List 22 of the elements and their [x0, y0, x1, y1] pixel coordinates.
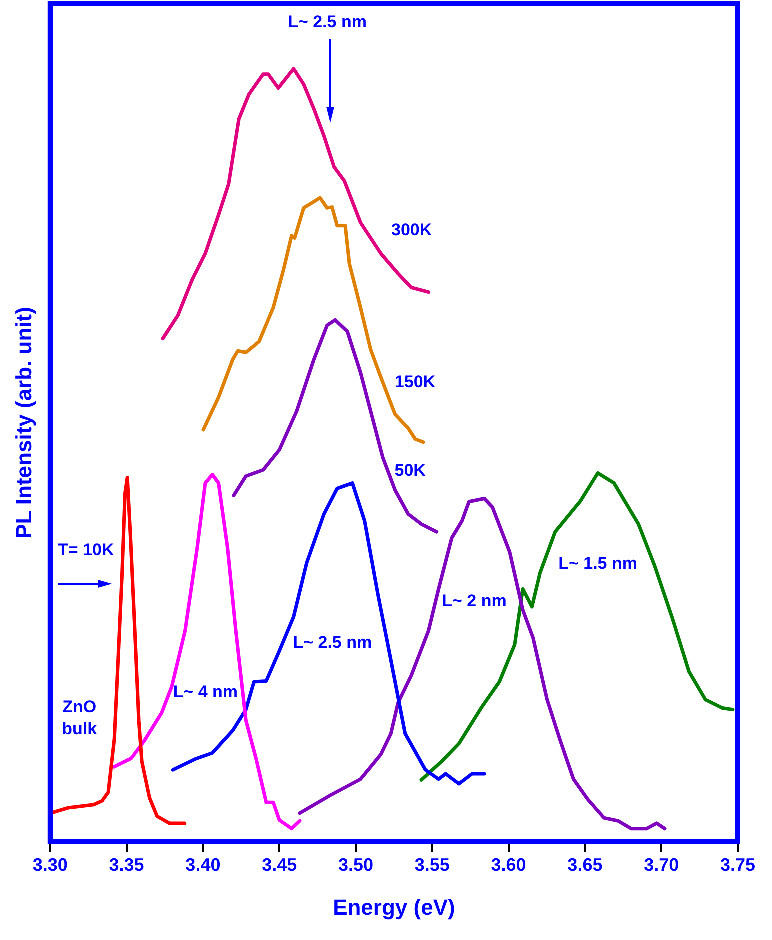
x-tick-label: 3.30 — [32, 854, 68, 875]
series-label: L~ 4 nm — [173, 682, 238, 702]
x-tick-label: 3.55 — [414, 854, 450, 875]
text: L~ 2.5 nm — [288, 12, 367, 32]
x-tick-label: 3.65 — [568, 854, 603, 875]
x-tick-label: 3.40 — [186, 854, 221, 875]
x-tick-label: 3.70 — [644, 854, 680, 875]
x-axis-title: Energy (eV) — [333, 894, 456, 920]
series-label: 300K — [391, 220, 433, 240]
series-label: L~ 1.5 nm — [558, 554, 638, 573]
x-tick-label: 3.50 — [338, 854, 374, 875]
x-tick-label: 3.45 — [262, 854, 298, 875]
x-tick-label: 3.60 — [491, 854, 526, 875]
y-axis-title: PL Intensity (arb. unit) — [11, 307, 36, 539]
series-label: 150K — [394, 372, 436, 392]
series-label: ZnO bulk — [62, 698, 98, 739]
series-label: L~ 2.5 nm — [293, 632, 372, 652]
series-label: L~ 2 nm — [442, 591, 507, 610]
x-tick-label: 3.75 — [720, 854, 756, 875]
x-tick-label: 3.35 — [109, 854, 144, 875]
annotation: T= 10K — [58, 540, 115, 560]
series-label: 50K — [394, 460, 427, 480]
